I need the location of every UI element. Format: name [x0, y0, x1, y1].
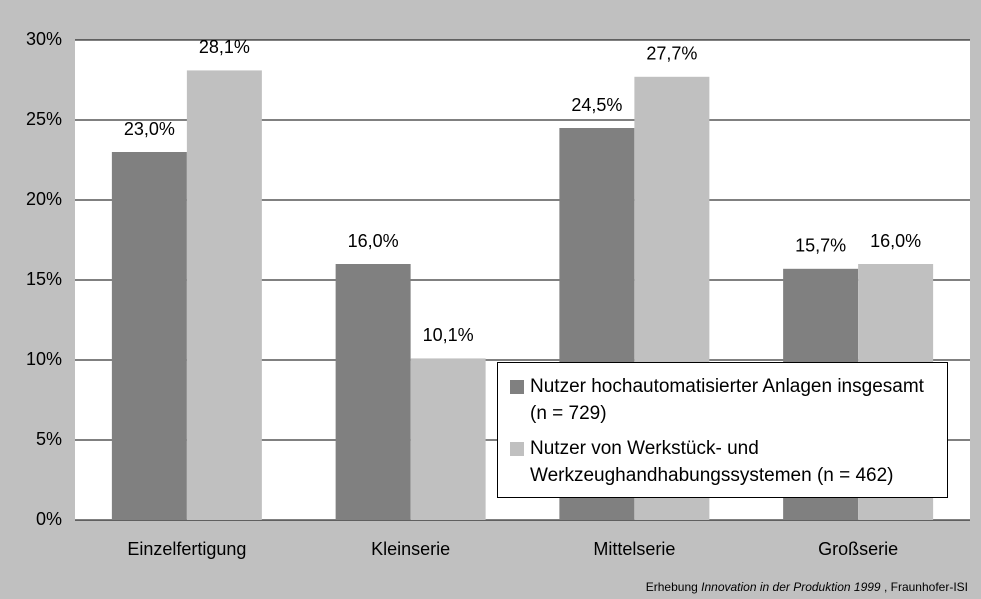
source-italic: Innovation in der Produktion 1999	[701, 580, 881, 594]
source-note: Erhebung Innovation in der Produktion 19…	[646, 580, 968, 594]
legend-label: Nutzer hochautomatisierter Anlagen insge…	[530, 376, 924, 424]
data-label: 27,7%	[646, 44, 697, 64]
bar	[186, 70, 262, 521]
y-tick-label: 15%	[26, 269, 62, 289]
data-label: 10,1%	[423, 325, 474, 345]
y-tick-label: 10%	[26, 349, 62, 369]
legend-item: Nutzer hochautomatisierter Anlagen insge…	[510, 373, 935, 427]
data-label: 15,7%	[795, 236, 846, 256]
source-suffix: , Fraunhofer-ISI	[884, 580, 968, 594]
legend-swatch	[510, 380, 524, 394]
source-prefix: Erhebung	[646, 580, 698, 594]
x-tick-label: Mittelserie	[593, 539, 675, 559]
data-label: 16,0%	[870, 231, 921, 251]
data-label: 24,5%	[571, 95, 622, 115]
legend: Nutzer hochautomatisierter Anlagen insge…	[497, 362, 948, 498]
legend-item: Nutzer von Werkstück- und Werkzeughandha…	[510, 435, 935, 489]
bar	[335, 264, 411, 520]
data-label: 16,0%	[348, 231, 399, 251]
y-tick-label: 0%	[36, 509, 62, 529]
y-tick-label: 20%	[26, 189, 62, 209]
y-tick-label: 5%	[36, 429, 62, 449]
x-tick-label: Einzelfertigung	[127, 539, 246, 559]
bar	[111, 152, 187, 520]
data-label: 28,1%	[199, 37, 250, 57]
legend-label: Nutzer von Werkstück- und Werkzeughandha…	[530, 438, 894, 486]
legend-swatch	[510, 442, 524, 456]
x-tick-label: Kleinserie	[371, 539, 450, 559]
data-label: 23,0%	[124, 119, 175, 139]
y-tick-label: 30%	[26, 29, 62, 49]
x-tick-label: Großserie	[818, 539, 898, 559]
y-tick-label: 25%	[26, 109, 62, 129]
bar	[410, 358, 486, 520]
